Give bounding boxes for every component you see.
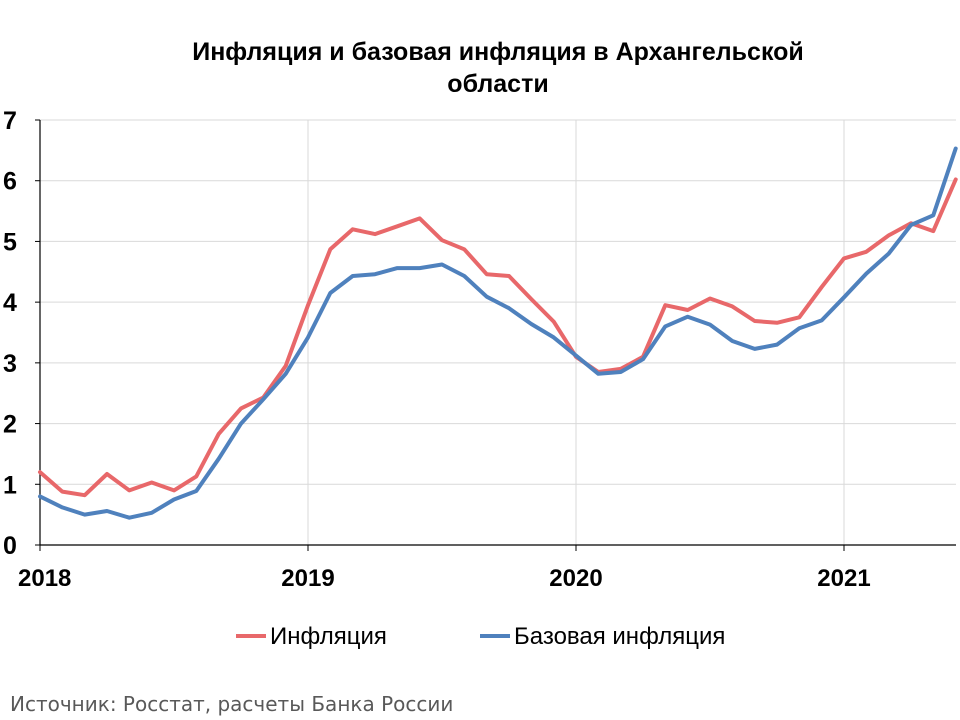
y-tick-label: 4	[3, 289, 17, 317]
y-axis-ticks: 0 1 2 3 4 5 6 7	[3, 107, 17, 560]
grid-lines	[40, 119, 956, 545]
y-tick-label: 6	[3, 168, 17, 196]
chart: Инфляция и базовая инфляция в Архангельс…	[3, 38, 958, 650]
y-tick-label: 0	[3, 532, 17, 560]
x-tick-label: 2019	[281, 565, 334, 592]
x-tick-label: 2021	[817, 565, 870, 592]
x-tick-label: 2018	[18, 565, 71, 592]
x-axis-ticks: 2018 2019 2020 2021	[18, 565, 871, 592]
series-line-inflation	[38, 177, 958, 498]
y-tick-label: 7	[3, 107, 17, 135]
source-note: Источник: Росстат, расчеты Банка России	[10, 692, 454, 716]
y-tick-label: 5	[3, 228, 17, 256]
series-line-core-inflation	[38, 146, 958, 520]
chart-title-line-1: Инфляция и базовая инфляция в Архангельс…	[192, 38, 804, 66]
chart-title-line-2: области	[447, 70, 548, 98]
series-lines	[38, 146, 958, 520]
legend-label-inflation: Инфляция	[270, 623, 387, 650]
legend-label-core-inflation: Базовая инфляция	[514, 623, 725, 650]
y-tick-label: 1	[3, 471, 17, 499]
legend: Инфляция Базовая инфляция	[236, 623, 725, 650]
y-tick-label: 2	[3, 411, 17, 439]
y-tick-label: 3	[3, 350, 17, 378]
x-tick-label: 2020	[549, 565, 602, 592]
axes	[35, 119, 956, 551]
